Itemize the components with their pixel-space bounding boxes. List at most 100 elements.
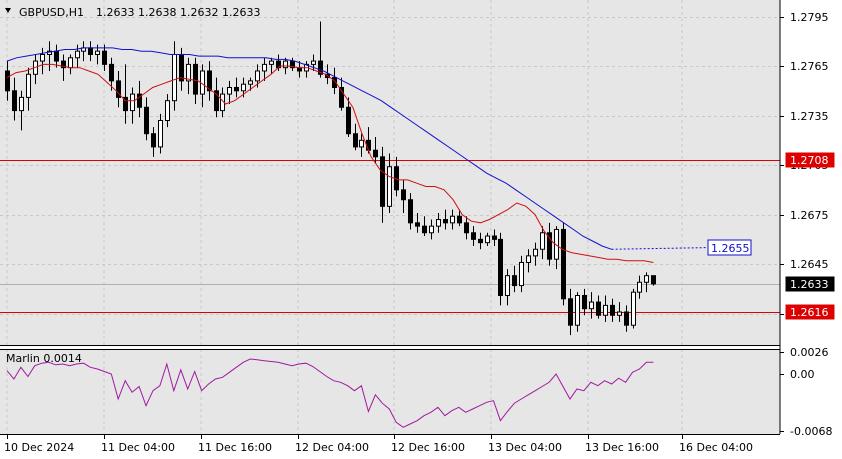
candle-body-bullish (68, 57, 73, 69)
candle-body-bearish (193, 63, 198, 95)
candle-body-bearish (380, 156, 385, 207)
candle-body-bearish (443, 219, 448, 224)
candle-body-bullish (40, 53, 45, 62)
oscillator-tick-label: -0.0068 (790, 425, 832, 438)
candle-body-bullish (269, 60, 274, 65)
ma-slow-line (6, 47, 612, 250)
candle-body-bullish (519, 261, 524, 287)
candle-body-bearish (596, 301, 601, 316)
candle-body-bearish (179, 53, 184, 82)
price-tick-label: 1.2735 (790, 110, 829, 123)
candle-body-bearish (116, 80, 121, 98)
candle-body-bullish (485, 235, 490, 244)
level-price-label-box (785, 152, 835, 168)
candle-body-bearish (373, 149, 378, 158)
candle-body-bullish (429, 225, 434, 234)
candle-body-bearish (234, 86, 239, 92)
candle-body-bearish (457, 215, 462, 224)
time-tick-label: 11 Dec 04:00 (101, 441, 175, 454)
oscillator-tick-label: 0.0026 (790, 346, 829, 359)
candle-body-bearish (54, 50, 59, 62)
moving-averages (6, 47, 709, 263)
candle-body-bearish (408, 199, 413, 224)
candle-body-bullish (387, 166, 392, 207)
ma-slow-projection (611, 247, 709, 250)
candle-body-bearish (144, 106, 149, 135)
candle-body-bullish (533, 248, 538, 257)
candle-body-bearish (561, 228, 566, 300)
candle-body-bearish (109, 63, 114, 82)
level-price-label-box (785, 304, 835, 320)
candle-body-bullish (165, 100, 170, 122)
candle-body-bullish (262, 63, 267, 72)
time-tick-label: 10 Dec 2024 (4, 441, 74, 454)
candle-body-bearish (547, 232, 552, 260)
candle-body-bearish (207, 70, 212, 92)
candle-body-bullish (359, 139, 364, 148)
oscillator-pane (0, 349, 780, 434)
level-price-label: 1.2708 (790, 154, 829, 167)
time-tick-label: 13 Dec 04:00 (488, 441, 562, 454)
candle-body-bearish (415, 222, 420, 227)
candle-body-bearish (366, 139, 371, 151)
candle-body-bearish (123, 96, 128, 112)
candle-body-bearish (353, 133, 358, 148)
candle-body-bearish (102, 50, 107, 65)
time-tick-label: 11 Dec 16:00 (198, 441, 272, 454)
candle-body-bullish (540, 232, 545, 250)
time-tick-label: 12 Dec 04:00 (295, 441, 369, 454)
candle-body-bearish (61, 60, 66, 69)
candle-body-bearish (346, 106, 351, 135)
oscillator-tick-label: 0.00 (790, 368, 815, 381)
price-tick-label: 1.2765 (790, 60, 829, 73)
ma-slow-value-label: 1.2655 (711, 242, 750, 255)
candle-body-bullish (631, 291, 636, 326)
current-price-label: 1.2633 (790, 278, 829, 291)
candle-body-bearish (151, 133, 156, 148)
candle-body-bearish (610, 304, 615, 316)
candle-body-bullish (436, 219, 441, 227)
candle-body-bearish (478, 238, 483, 244)
candle-body-bearish (492, 235, 497, 240)
chart-ohlc: 1.2633 1.2638 1.2632 1.2633 (96, 6, 260, 19)
candle-body-bullish (617, 311, 622, 316)
candle-body-bullish (26, 73, 31, 98)
price-labels: 1.2708 1.2616 1.2633 1.2655 (707, 152, 835, 320)
candle-body-bullish (95, 50, 100, 55)
candle-body-bullish (172, 53, 177, 102)
current-price-label-box (785, 276, 835, 292)
chart-symbol: GBPUSD,H1 (19, 6, 84, 19)
candle-body-bullish (554, 228, 559, 260)
candle-body-bearish (624, 311, 629, 326)
candle-body-bullish (644, 275, 649, 283)
candle-body-bullish (575, 294, 580, 326)
candle-body-bullish (526, 255, 531, 263)
price-tick-label: 1.2645 (790, 258, 829, 271)
candle-body-bullish (311, 60, 316, 65)
candle-body-bullish (603, 304, 608, 316)
candle-body-bullish (589, 301, 594, 310)
candle-body-bearish (651, 275, 656, 285)
candles (5, 21, 656, 336)
candle-body-bullish (186, 63, 191, 82)
candle-body-bearish (88, 47, 93, 55)
oscillator-title: Marlin 0.0014 (6, 352, 82, 365)
candle-body-bullish (283, 60, 288, 69)
candle-body-bearish (12, 90, 17, 112)
candle-body-bearish (332, 77, 337, 88)
candle-body-bullish (19, 96, 24, 112)
candle-body-bearish (471, 232, 476, 240)
level-price-label: 1.2616 (790, 306, 829, 319)
candle-body-bearish (512, 275, 517, 287)
candle-body-bullish (130, 93, 135, 112)
candle-body-bullish (158, 120, 163, 148)
chart-menu-triangle-icon[interactable] (5, 8, 11, 13)
ma-fast-line (6, 63, 654, 263)
price-tick-label: 1.2795 (790, 11, 829, 24)
candle-body-bearish (464, 222, 469, 234)
candle-body-bullish (227, 86, 232, 95)
candle-body-bearish (214, 90, 219, 112)
candle-body-bearish (5, 70, 10, 92)
candle-body-bullish (241, 83, 246, 92)
